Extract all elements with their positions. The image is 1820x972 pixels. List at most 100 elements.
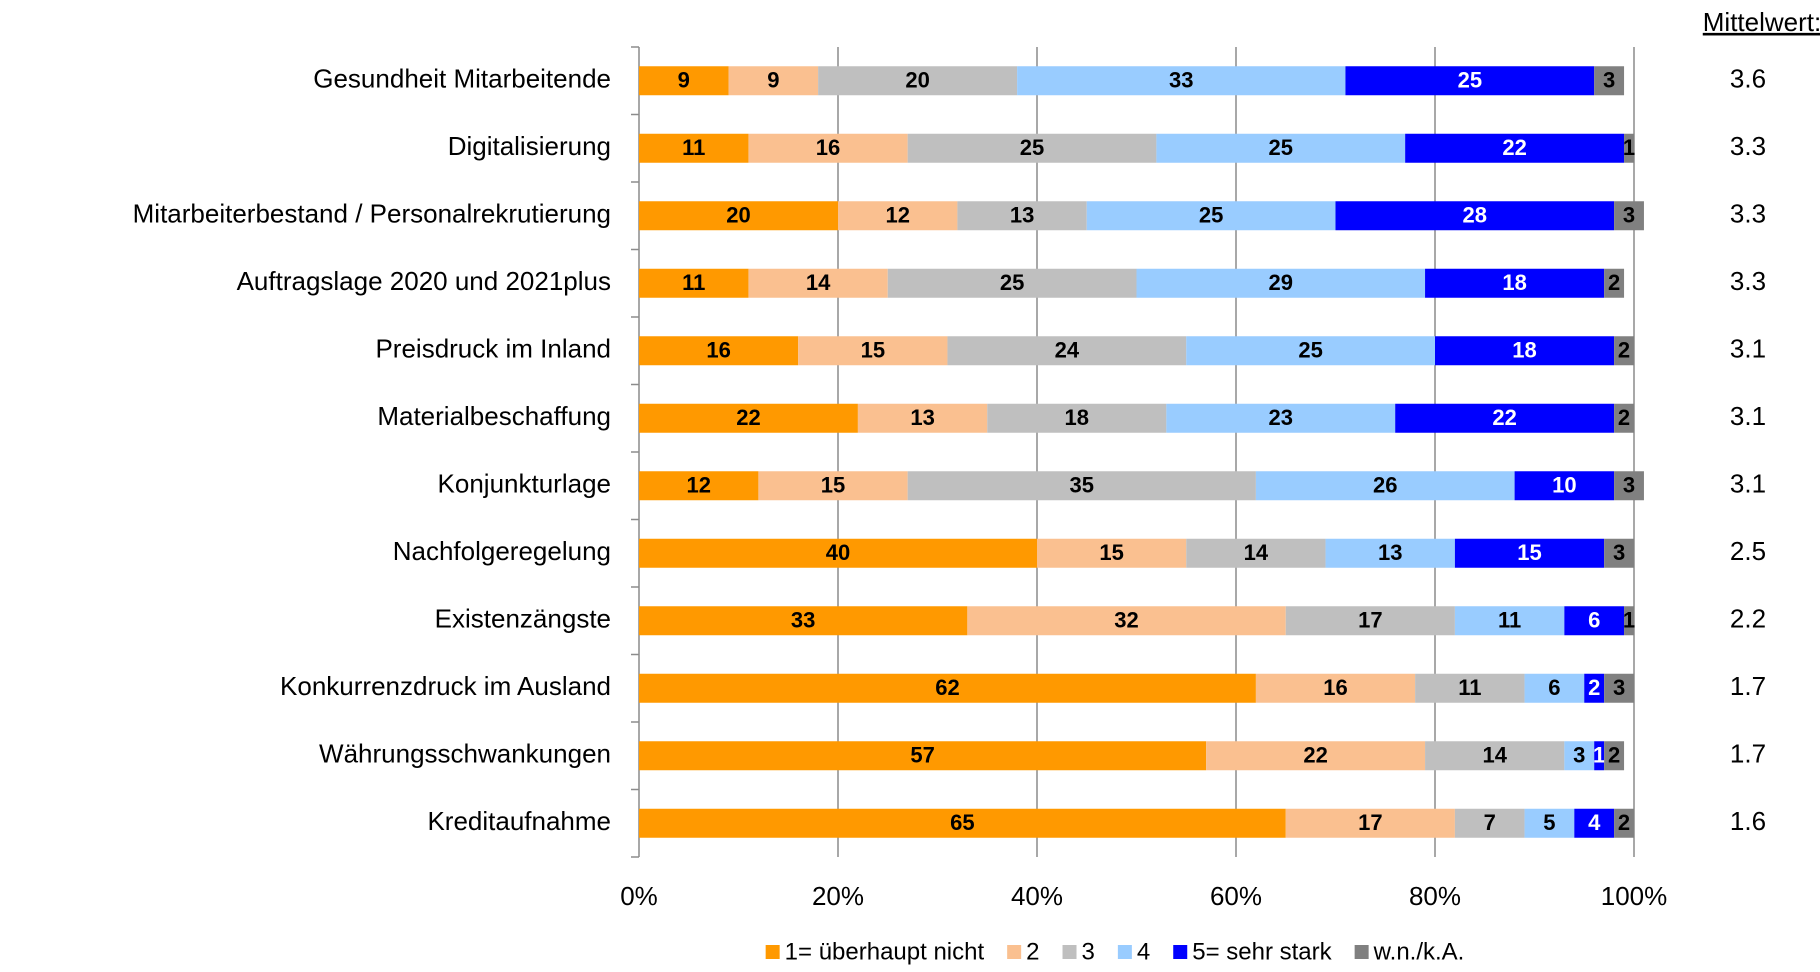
bar-segment xyxy=(1425,741,1565,771)
bar-segment xyxy=(1156,133,1406,163)
data-label: 11 xyxy=(1498,608,1521,633)
bar-segment xyxy=(1614,808,1634,838)
data-label: 3 xyxy=(1603,68,1615,93)
mean-value: 1.7 xyxy=(1730,739,1766,769)
bar-segment xyxy=(1086,201,1336,231)
data-label: 2 xyxy=(1608,743,1620,768)
bar-segment xyxy=(639,336,799,366)
data-label: 25 xyxy=(1020,135,1044,160)
data-label: 7 xyxy=(1484,810,1496,835)
data-label: 13 xyxy=(1010,203,1034,228)
category-label: Konjunkturlage xyxy=(438,469,611,499)
data-label: 12 xyxy=(885,203,909,228)
category-label: Kreditaufnahme xyxy=(427,806,611,836)
data-label: 18 xyxy=(1512,338,1536,363)
bar-segment xyxy=(1335,201,1615,231)
bar-segment xyxy=(1136,268,1426,298)
bar-segment xyxy=(639,741,1207,771)
data-label: 6 xyxy=(1588,608,1600,633)
bar-segment xyxy=(1604,538,1634,568)
bar-segment xyxy=(1564,741,1595,771)
bar-segment xyxy=(1206,741,1426,771)
bar-segment xyxy=(947,336,1187,366)
data-label: 20 xyxy=(726,203,750,228)
bar-segment xyxy=(1454,538,1605,568)
bar-segment xyxy=(838,201,958,231)
category-label: Konkurrenzdruck im Ausland xyxy=(280,671,611,701)
bar-segment xyxy=(1624,606,1634,636)
bar-segment xyxy=(1186,336,1435,366)
data-label: 15 xyxy=(861,338,885,363)
data-label: 24 xyxy=(1055,338,1080,363)
data-label: 16 xyxy=(1323,675,1347,700)
category-label: Mitarbeiterbestand / Personalrekrutierun… xyxy=(133,199,611,229)
bar-segment xyxy=(957,201,1087,231)
data-label: 13 xyxy=(910,405,934,430)
data-label: 22 xyxy=(736,405,760,430)
bar-segment xyxy=(1037,538,1187,568)
bar-segment xyxy=(1285,808,1455,838)
data-label: 3 xyxy=(1623,203,1635,228)
data-label: 23 xyxy=(1269,405,1293,430)
bar-segment xyxy=(887,268,1137,298)
bar-segment xyxy=(748,268,888,298)
category-label: Existenzängste xyxy=(435,604,611,634)
data-label: 26 xyxy=(1373,473,1397,498)
data-label: 15 xyxy=(821,473,845,498)
bar-segment xyxy=(1405,133,1625,163)
data-label: 25 xyxy=(1199,203,1223,228)
data-label: 11 xyxy=(1458,675,1481,700)
mean-value: 3.3 xyxy=(1730,131,1766,161)
bar-segment xyxy=(1325,538,1455,568)
x-tick-label: 0% xyxy=(620,881,658,911)
bar-segment xyxy=(1604,268,1625,298)
bar-segment xyxy=(639,403,858,433)
bar-segment xyxy=(1166,403,1396,433)
data-label: 2 xyxy=(1618,338,1630,363)
bar-segment xyxy=(639,808,1286,838)
bar-segment xyxy=(639,133,749,163)
data-label: 3 xyxy=(1613,540,1625,565)
bar-segment xyxy=(1454,808,1525,838)
data-label: 20 xyxy=(905,68,929,93)
bar-segment xyxy=(1285,606,1455,636)
data-label: 13 xyxy=(1378,540,1402,565)
mean-value: 2.5 xyxy=(1730,536,1766,566)
category-label: Gesundheit Mitarbeitende xyxy=(313,64,611,94)
bar-segment xyxy=(1594,741,1605,771)
bar-segment xyxy=(907,133,1157,163)
data-label: 14 xyxy=(806,270,831,295)
bar-segment xyxy=(639,606,968,636)
data-label: 15 xyxy=(1517,540,1541,565)
legend-swatch xyxy=(1173,945,1188,959)
bar-segment xyxy=(987,403,1167,433)
bar-segment xyxy=(1564,606,1625,636)
legend-swatch xyxy=(1354,945,1369,959)
mean-value: 3.1 xyxy=(1730,334,1766,364)
mean-value: 1.7 xyxy=(1730,671,1766,701)
bar-segment xyxy=(1624,133,1634,163)
legend-swatch xyxy=(765,945,780,959)
bar-segment xyxy=(1186,538,1326,568)
bar-segment xyxy=(758,471,908,501)
bar-segment xyxy=(639,538,1037,568)
data-label: 9 xyxy=(678,68,690,93)
bar-segment xyxy=(639,268,749,298)
data-label: 22 xyxy=(1502,135,1526,160)
x-tick-label: 80% xyxy=(1409,881,1461,911)
bar-segment xyxy=(1594,66,1625,96)
data-label: 2 xyxy=(1618,810,1630,835)
data-label: 57 xyxy=(910,743,934,768)
x-tick-label: 100% xyxy=(1601,881,1668,911)
data-label: 18 xyxy=(1502,270,1526,295)
data-label: 18 xyxy=(1065,405,1089,430)
bar-segment xyxy=(1454,606,1565,636)
x-tick-label: 60% xyxy=(1210,881,1262,911)
bar-segment xyxy=(1574,808,1615,838)
bar-segment xyxy=(1415,673,1525,703)
data-label: 11 xyxy=(682,270,705,295)
data-label: 5 xyxy=(1543,810,1555,835)
data-label: 25 xyxy=(1000,270,1024,295)
bar-segment xyxy=(639,673,1256,703)
